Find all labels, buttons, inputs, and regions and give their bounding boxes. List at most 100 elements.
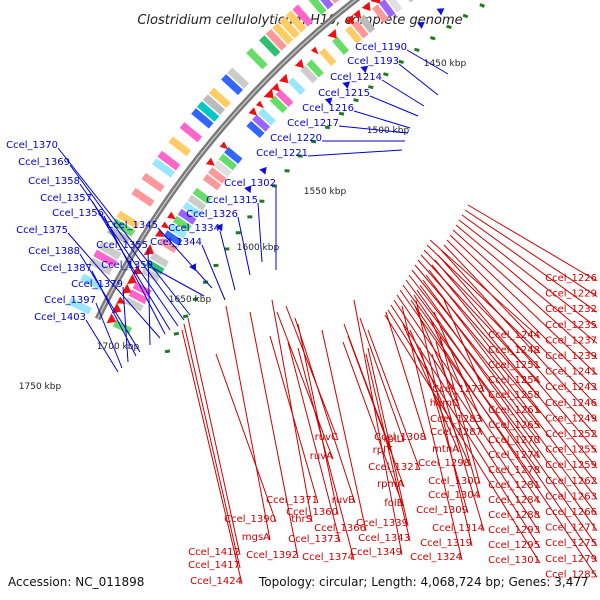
leader-line [219,230,236,291]
leader-line [321,329,367,532]
outer-feature-block [278,16,300,39]
gene-label: Ccel_1284 [488,495,540,506]
inner-feature-block [208,167,227,184]
inner-feature-block [275,89,294,108]
inner-feature-block [246,120,265,139]
gene-label: rplU [383,434,404,445]
gene-label: folE [384,498,403,509]
leader-line [439,335,481,485]
gene-label: Ccel_1375 [16,225,68,236]
leader-line [415,299,473,547]
reverse-cds-arrow [219,141,229,150]
reverse-cds-arrow [310,46,319,55]
kbp-tick [462,13,469,19]
inner-feature-block [168,223,188,239]
inner-feature-block [269,95,288,114]
inner-feature-block [177,208,197,225]
gene-label: Ccel_1403 [34,312,86,323]
leader-line [95,302,123,369]
gene-label: Ccel_1387 [40,263,92,274]
leader-line [420,254,541,384]
cds-arrows [106,0,445,324]
gene-label: Ccel_1298 [418,458,470,469]
gene-label: Ccel_1356 [52,208,104,219]
gene-label: Ccel_1288 [488,510,540,521]
leader-line [426,244,541,354]
inner-feature-block [145,259,165,275]
leader-line [91,200,171,331]
gene-label: Ccel_1279 [545,554,597,565]
reverse-cds-arrow [121,283,132,294]
leader-line [147,247,151,346]
leader-line [393,299,541,519]
outer-feature-block [265,28,287,51]
leader-line [181,329,243,585]
inner-feature-block [224,146,243,164]
leader-line [225,305,271,541]
gene-label: Ccel_1285 [545,569,597,580]
gene-label: ruvC [315,432,338,443]
leader-line [413,294,598,563]
forward-cds-arrow [259,166,267,175]
outer-feature-block [97,241,122,260]
outer-feature-block [157,150,181,171]
leader-line [449,234,598,375]
outer-feature-block [227,67,250,89]
leader-line [359,317,405,443]
gene-label: Ccel_1261 [488,405,540,416]
reverse-cds-arrow [263,88,274,99]
gene-label: Ccel_1358 [28,176,80,187]
kbp-tick [414,47,420,53]
gene-label: rpmA [377,479,404,490]
leader-line [215,353,277,523]
outer-feature-block [191,108,214,129]
reverse-cds-arrow [106,313,117,324]
kbp-tick [338,111,345,116]
gene-label: Ccel_1388 [28,246,80,257]
gene-label: Ccel_1371 [266,495,318,506]
inner-feature-block [202,173,222,191]
leader-line [384,314,541,564]
leader-line [276,311,334,460]
gene-label: Ccel_1349 [350,547,402,558]
outer-feature-block [131,187,155,207]
leader-line [414,305,460,407]
gene-label: Ccel_1390 [224,514,276,525]
reverse-cds-arrow [126,274,137,285]
leader-line [365,353,411,542]
gene-label: Ccel_1417 [188,560,240,571]
gene-label: Ccel_1244 [488,330,540,341]
kbp-tick [368,85,374,90]
leader-line [443,299,485,393]
leader-line [369,95,419,117]
backbone-highlight [97,0,357,320]
gene-label: Ccel_1235 [545,320,597,331]
gene-label: Ccel_1270 [488,435,540,446]
reverse-cds-arrow [116,296,126,304]
outer-feature-block [259,35,281,57]
leader-line [437,254,598,438]
gene-label: Ccel_1237 [545,335,597,346]
leader-line [294,317,356,504]
gene-label: Ccel_1262 [545,476,597,487]
gene-label: Ccel_1266 [545,507,597,518]
gene-label: Ccel_1248 [488,345,540,356]
kbp-marker-label: 1450 kbp [424,59,467,69]
gene-label: Ccel_1357 [40,193,92,204]
feature-tracks [67,0,415,335]
outer-feature-block [93,249,117,268]
leader-line [416,289,598,547]
gene-label: ruvB [332,495,355,506]
leader-line [367,347,409,527]
leader-line [402,323,460,453]
gene-label: Ccel_1265 [488,420,540,431]
gene-label: thrS [291,514,312,525]
label-leader-lines [57,49,598,585]
inner-feature-block [128,289,148,305]
kbp-marker-label: 1550 kbp [304,187,347,197]
inner-feature-block [306,59,324,78]
gene-label: hemC [430,398,459,409]
kbp-tick [324,125,331,130]
gene-label: Ccel_1343 [358,533,410,544]
